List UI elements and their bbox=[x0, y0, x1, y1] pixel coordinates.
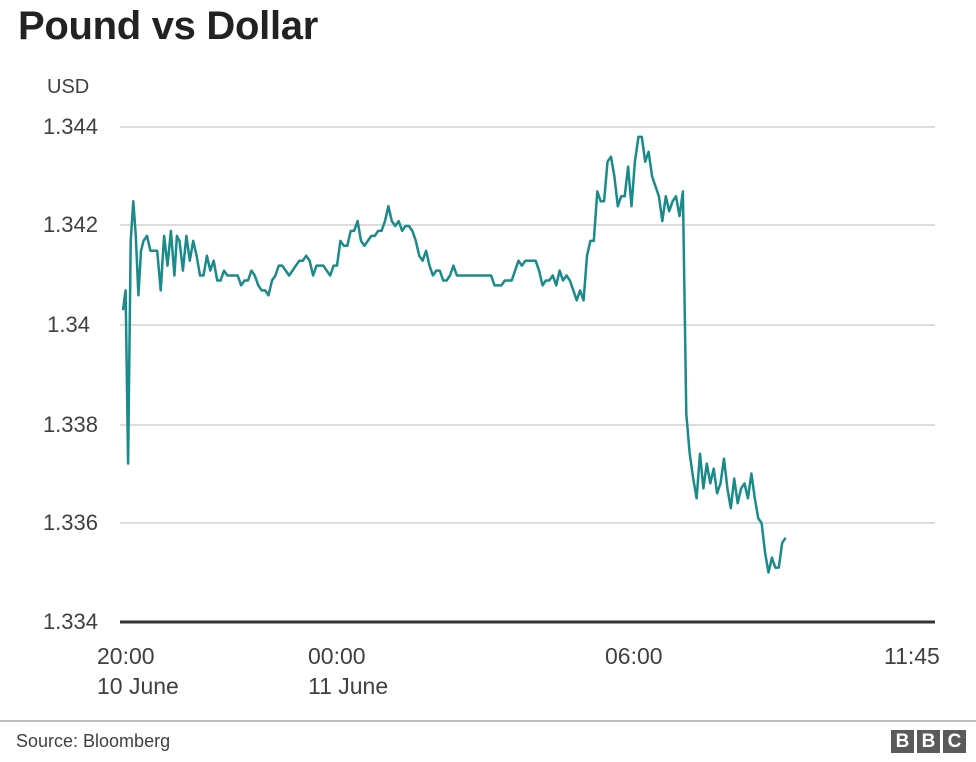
y-tick-label: 1.342 bbox=[42, 212, 98, 237]
footer-divider bbox=[0, 720, 976, 722]
gbp-usd-line bbox=[121, 135, 787, 574]
x-tick-06-00: 06:00 bbox=[605, 641, 663, 671]
line-chart bbox=[120, 126, 935, 624]
y-axis-unit-label: USD bbox=[47, 76, 90, 98]
y-tick-label: 1.336 bbox=[42, 510, 98, 535]
bbc-logo: B B C bbox=[891, 730, 966, 753]
y-tick-label: 1.334 bbox=[42, 609, 98, 634]
x-tick-00-00: 00:00 11 June bbox=[308, 641, 388, 701]
x-tick-11-45: 11:45 bbox=[884, 641, 940, 671]
y-tick-label: 1.338 bbox=[42, 412, 98, 437]
x-tick-time: 00:00 bbox=[308, 643, 366, 669]
y-tick-label: 1.344 bbox=[42, 114, 98, 139]
bbc-logo-letter: C bbox=[943, 730, 966, 753]
y-tick-label: 1.34 bbox=[47, 312, 90, 337]
x-tick-time: 11:45 bbox=[884, 643, 940, 669]
x-tick-date: 11 June bbox=[308, 673, 389, 699]
x-tick-date: 10 June bbox=[97, 673, 179, 699]
source-credit: Source: Bloomberg bbox=[16, 731, 171, 751]
x-tick-20-00: 20:00 10 June bbox=[97, 641, 179, 701]
bbc-logo-letter: B bbox=[891, 730, 914, 753]
chart-title: Pound vs Dollar bbox=[18, 4, 318, 48]
gridlines bbox=[120, 126, 935, 524]
bbc-logo-letter: B bbox=[917, 730, 940, 753]
x-tick-time: 06:00 bbox=[605, 643, 663, 669]
x-tick-time: 20:00 bbox=[97, 643, 155, 669]
